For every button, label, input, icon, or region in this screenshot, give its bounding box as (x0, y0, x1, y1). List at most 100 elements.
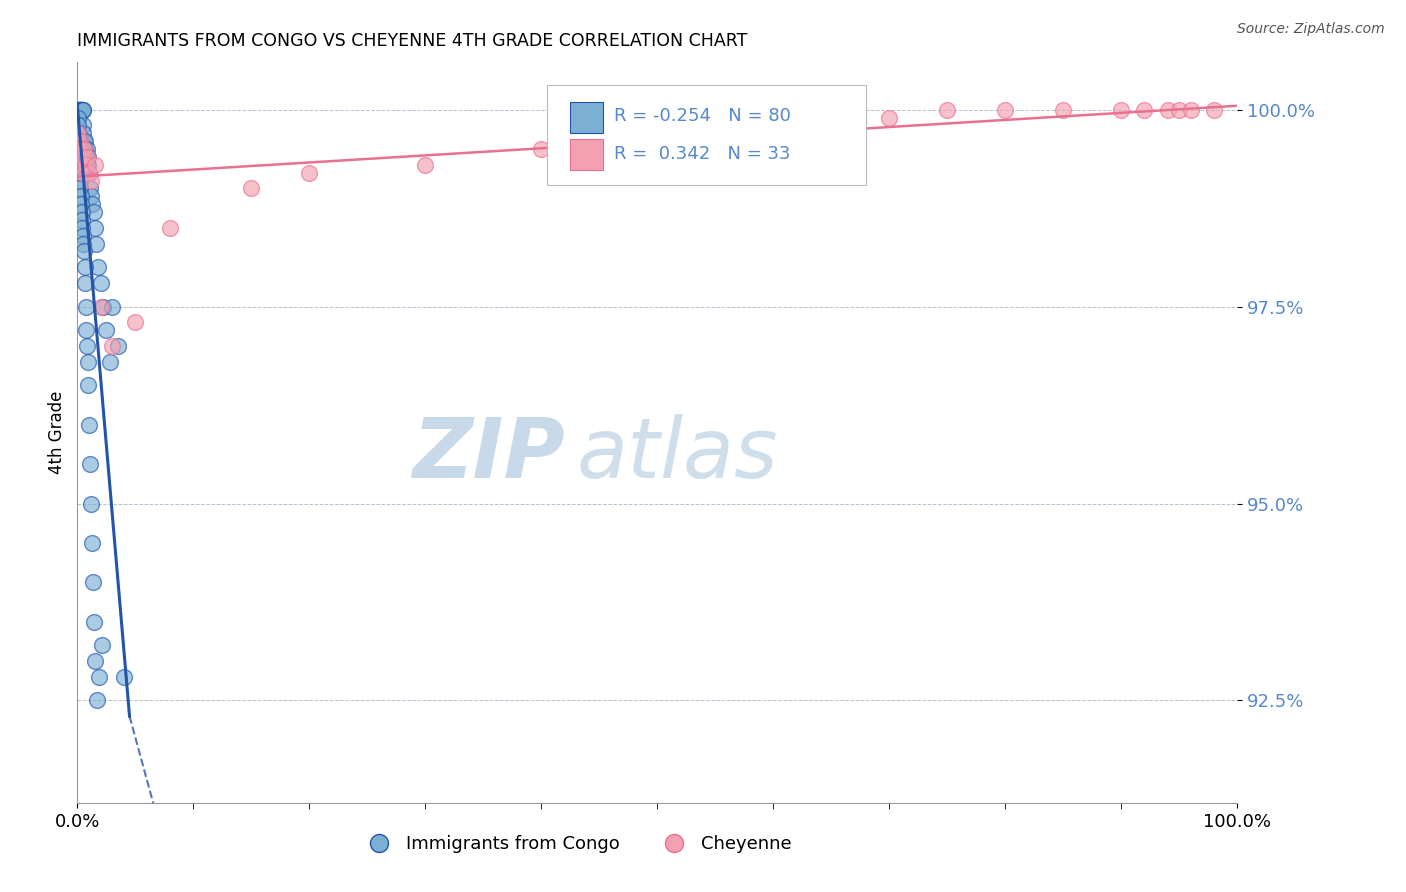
Point (67, 119, 90, 133)
Point (298, 166, 321, 180)
Point (77, 166, 100, 180)
Text: R = -0.254   N = 80: R = -0.254 N = 80 (614, 108, 792, 126)
Text: ZIP: ZIP (412, 414, 565, 495)
Point (70, 213, 93, 227)
Point (90, 300, 111, 314)
Point (70, 103, 93, 117)
Point (67, 103, 90, 117)
Point (75, 276, 97, 290)
Point (72, 166, 94, 180)
Point (72, 236, 94, 251)
Point (67, 142, 90, 156)
Point (76, 339, 98, 353)
Point (70, 189, 93, 203)
Point (877, 111, 901, 125)
Point (69, 103, 91, 117)
Point (80, 173, 103, 187)
Point (70, 103, 93, 117)
Point (66, 126, 89, 140)
Point (66, 111, 89, 125)
Point (72, 103, 94, 117)
Point (69, 134, 91, 148)
Point (76, 158, 98, 172)
Point (413, 158, 436, 172)
Bar (571, 102, 603, 133)
Point (994, 103, 1017, 117)
Point (96, 323, 118, 337)
Point (73, 134, 96, 148)
Point (67, 103, 90, 117)
Point (67, 103, 90, 117)
Point (69, 103, 91, 117)
Point (91, 300, 114, 314)
Point (73, 134, 96, 148)
Point (70, 150, 93, 164)
Point (1156, 103, 1178, 117)
Text: R =  0.342   N = 33: R = 0.342 N = 33 (614, 145, 792, 162)
Point (69, 103, 91, 117)
Point (87, 260, 110, 275)
Point (73, 260, 96, 275)
Point (77, 417, 100, 432)
Point (72, 126, 94, 140)
Point (70, 103, 93, 117)
Point (530, 142, 553, 156)
Point (240, 181, 263, 195)
Point (72, 228, 94, 243)
Point (83, 615, 105, 629)
Point (84, 654, 107, 668)
Point (83, 158, 105, 172)
Point (83, 205, 105, 219)
Point (69, 158, 91, 172)
Point (67, 142, 90, 156)
Point (90, 638, 112, 652)
Point (79, 181, 101, 195)
Point (70, 197, 93, 211)
Point (69, 158, 91, 172)
Point (70, 205, 93, 219)
Point (704, 134, 727, 148)
Legend: Immigrants from Congo, Cheyenne: Immigrants from Congo, Cheyenne (353, 828, 799, 861)
Point (1202, 103, 1225, 117)
Point (86, 693, 108, 707)
Point (1111, 103, 1133, 117)
Point (67, 150, 90, 164)
Point (1052, 103, 1074, 117)
Point (936, 103, 959, 117)
Point (75, 142, 97, 156)
Point (82, 197, 104, 211)
Point (72, 103, 94, 117)
Point (76, 355, 98, 369)
Point (72, 220, 94, 235)
Point (90, 276, 111, 290)
Point (69, 103, 91, 117)
Point (76, 150, 98, 164)
Point (72, 119, 94, 133)
Point (67, 134, 90, 148)
Point (73, 150, 96, 164)
Point (69, 181, 91, 195)
Point (70, 103, 93, 117)
Text: atlas: atlas (576, 414, 778, 495)
Point (76, 150, 98, 164)
FancyBboxPatch shape (547, 85, 866, 185)
Point (1168, 103, 1191, 117)
Point (73, 142, 96, 156)
Point (84, 236, 107, 251)
Point (76, 142, 98, 156)
Point (77, 158, 100, 172)
Point (159, 220, 181, 235)
Y-axis label: 4th Grade: 4th Grade (48, 391, 66, 475)
Point (112, 670, 135, 684)
Point (66, 103, 89, 117)
Point (82, 575, 104, 590)
Point (107, 339, 129, 353)
Point (79, 457, 101, 471)
Point (77, 166, 100, 180)
Point (67, 103, 90, 117)
Bar (571, 138, 603, 169)
Point (73, 244, 96, 259)
Point (75, 323, 97, 337)
Point (75, 300, 97, 314)
Point (67, 150, 90, 164)
